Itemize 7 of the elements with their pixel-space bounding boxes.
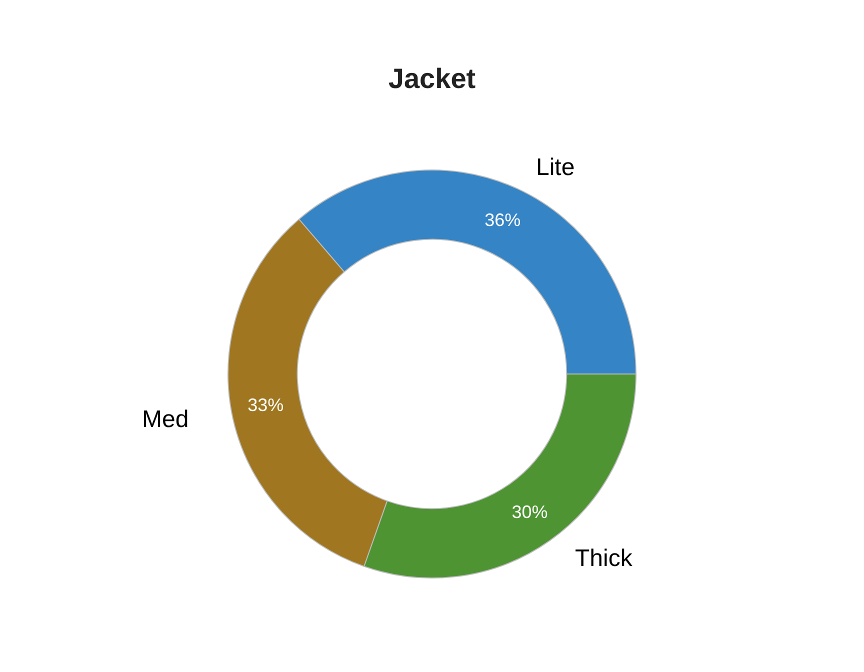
slice-label: Lite: [536, 154, 575, 181]
data-label: 30%: [512, 502, 548, 522]
data-label: 36%: [484, 210, 521, 230]
slice-label: Med: [142, 406, 189, 433]
data-label: 33%: [248, 395, 284, 416]
slice-label: Thick: [575, 545, 634, 572]
chart-title: Jacket: [388, 62, 476, 94]
